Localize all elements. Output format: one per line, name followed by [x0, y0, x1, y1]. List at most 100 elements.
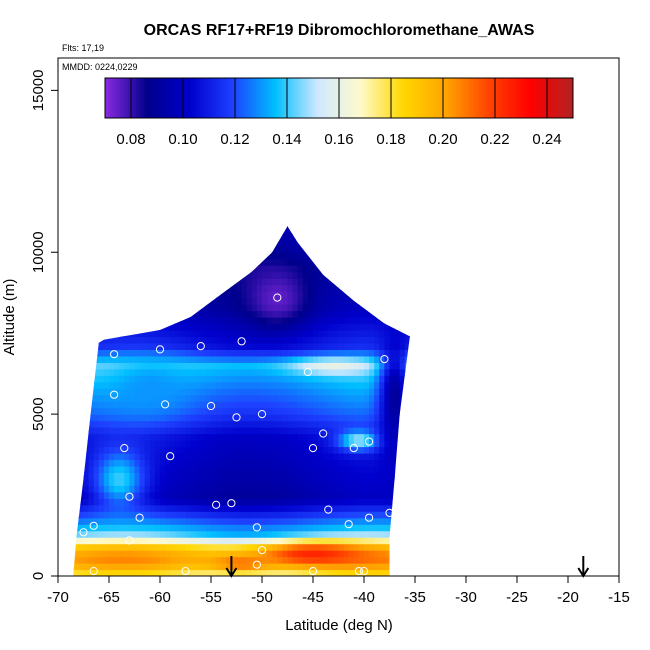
colorbar-segment [510, 78, 514, 118]
heatmap-cell [343, 355, 350, 363]
heatmap-cell [93, 414, 100, 422]
heatmap-cell [226, 401, 232, 409]
heatmap-cell [165, 433, 171, 441]
heatmap-cell [318, 459, 324, 467]
heatmap-cell [205, 433, 212, 441]
heatmap-cell [139, 530, 146, 538]
heatmap-cell [251, 433, 258, 441]
heatmap-cell [160, 459, 166, 467]
heatmap-cell [277, 381, 283, 389]
heatmap-cell [190, 355, 197, 363]
colorbar-segment [388, 78, 392, 118]
colorbar-segment [521, 78, 525, 118]
colorbar-segment [157, 78, 161, 118]
heatmap-cell [144, 394, 151, 402]
colorbar-segment [144, 78, 148, 118]
heatmap-cell [318, 271, 324, 279]
heatmap-cell [369, 414, 375, 422]
heatmap-cell [119, 517, 125, 525]
heatmap-cell [241, 342, 248, 350]
heatmap-cell [185, 491, 192, 499]
heatmap-cell [333, 284, 340, 292]
heatmap-cell [353, 459, 360, 467]
heatmap-cell [175, 524, 181, 532]
heatmap-cell [282, 524, 289, 532]
heatmap-cell [129, 394, 136, 402]
heatmap-cell [282, 375, 289, 383]
heatmap-cell [282, 278, 289, 286]
heatmap-cell [277, 291, 283, 299]
heatmap-cell [160, 569, 166, 577]
heatmap-cell [170, 504, 176, 512]
heatmap-cell [195, 433, 202, 441]
heatmap-cell [277, 245, 283, 253]
heatmap-cell [216, 342, 222, 350]
heatmap-cell [144, 368, 151, 376]
heatmap-cell [144, 388, 151, 396]
heatmap-cell [292, 556, 299, 564]
heatmap-cell [323, 414, 329, 422]
heatmap-cell [190, 452, 197, 461]
heatmap-cell [205, 452, 212, 461]
heatmap-cell [170, 355, 176, 363]
heatmap-cell [348, 375, 355, 383]
heatmap-cell [216, 375, 222, 383]
heatmap-cell [348, 511, 355, 519]
heatmap-cell [139, 440, 146, 448]
heatmap-cell [292, 427, 299, 435]
heatmap-cell [154, 511, 161, 519]
heatmap-cell [302, 297, 309, 305]
heatmap-cell [358, 478, 365, 486]
heatmap-cell [282, 401, 289, 409]
heatmap-cell [139, 388, 146, 396]
heatmap-cell [241, 491, 248, 499]
heatmap-cell [190, 459, 197, 467]
heatmap-cell [165, 517, 171, 525]
heatmap-cell [297, 342, 304, 350]
colorbar-segment [362, 78, 366, 118]
x-tick-label: -15 [608, 589, 630, 606]
heatmap-cell [149, 375, 156, 383]
heatmap-cell [272, 433, 278, 441]
heatmap-cell [328, 530, 334, 538]
heatmap-cell [124, 550, 130, 558]
heatmap-cell [149, 498, 156, 506]
heatmap-cell [236, 349, 243, 357]
heatmap-cell [353, 537, 360, 545]
heatmap-cell [124, 452, 130, 461]
heatmap-cell [114, 381, 120, 389]
heatmap-cell [307, 569, 314, 577]
heatmap-cell [129, 530, 136, 538]
colorbar-segment [188, 78, 192, 118]
heatmap-cell [313, 440, 319, 448]
colorbar-segment [159, 78, 163, 118]
heatmap-cell [379, 472, 385, 480]
heatmap-cell [236, 517, 243, 525]
heatmap-cell [180, 342, 187, 350]
heatmap-cell [328, 317, 334, 325]
heatmap-cell [333, 478, 340, 486]
heatmap-cell [318, 478, 324, 486]
colorbar-segment [354, 78, 358, 118]
heatmap-cell [88, 407, 95, 415]
heatmap-cell [272, 485, 278, 493]
heatmap-cell [154, 543, 161, 551]
heatmap-cell [165, 498, 171, 506]
heatmap-cell [149, 407, 156, 415]
heatmap-cell [313, 336, 319, 344]
heatmap-cell [103, 388, 110, 396]
colorbar-segment [112, 78, 116, 118]
heatmap-cell [297, 485, 304, 493]
heatmap-cell [384, 485, 391, 493]
heatmap-cell [221, 329, 227, 338]
heatmap-cell [114, 511, 120, 519]
heatmap-cell [292, 401, 299, 409]
heatmap-cell [149, 556, 156, 564]
heatmap-cell [272, 414, 278, 422]
heatmap-cell [348, 478, 355, 486]
heatmap-cell [267, 556, 273, 564]
heatmap-cell [262, 381, 268, 389]
heatmap-cell [251, 452, 258, 461]
heatmap-cell [328, 310, 334, 318]
heatmap-cell [297, 414, 304, 422]
